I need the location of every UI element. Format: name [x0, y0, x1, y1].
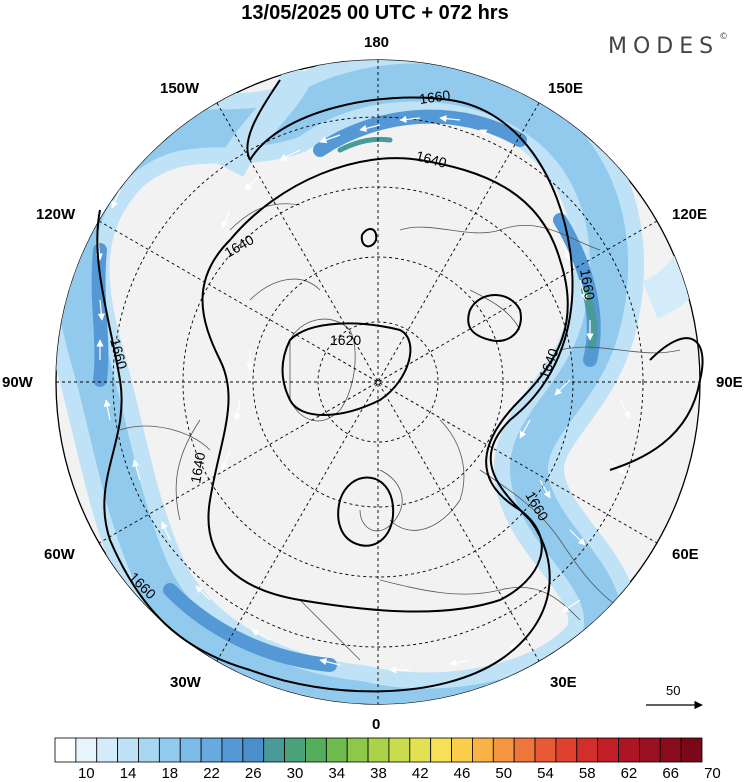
lon-label-right: 90E — [716, 374, 743, 391]
colorbar-swatch — [200, 737, 223, 763]
colorbar-swatch — [451, 737, 473, 763]
contour-label: 1640 — [414, 147, 448, 171]
colorbar-tick-label: 10 — [77, 765, 95, 782]
lon-label-150w: 150W — [160, 80, 200, 97]
colorbar-tick-label: 22 — [203, 765, 220, 782]
lon-label-top: 180 — [364, 34, 390, 51]
colorbar-tick-label: 58 — [578, 765, 596, 782]
contour-label: 1660 — [418, 87, 451, 107]
colorbar-swatch — [263, 737, 285, 763]
colorbar-swatch — [138, 737, 160, 763]
colorbar-tick-label: 50 — [495, 765, 513, 782]
colorbar-swatch — [346, 737, 369, 763]
colorbar-swatch — [492, 737, 515, 763]
colorbar-swatch — [179, 737, 202, 763]
colorbar-tick-label: 38 — [370, 765, 387, 782]
brand-text: MODES — [608, 34, 720, 59]
colorbar-tick-label: 42 — [411, 765, 429, 782]
contour-1660-outer — [96, 96, 574, 693]
contour-low-bering — [360, 228, 378, 248]
lon-label-150e: 150E — [548, 80, 584, 97]
lon-label-30e: 30E — [550, 674, 577, 691]
lon-label-left: 90W — [2, 374, 33, 391]
lon-label-120e: 120E — [672, 206, 708, 223]
colorbar-swatch — [472, 737, 494, 763]
map-title: 13/05/2025 00 UTC + 072 hrs — [241, 2, 509, 24]
colorbar-tick-label: 30 — [286, 765, 304, 782]
colorbar-swatch — [117, 737, 139, 763]
colorbar-swatch — [388, 737, 411, 763]
contour-label: 1660 — [577, 268, 598, 302]
colorbar-tick-label: 34 — [328, 765, 346, 782]
contour-low-atlantic — [337, 476, 395, 547]
contour-1660-nw — [246, 79, 281, 161]
colorbar-swatch — [534, 737, 557, 763]
colorbar-tick-label: 46 — [453, 765, 471, 782]
vector-scale-label: 50 — [666, 683, 681, 698]
lon-label-120w: 120W — [36, 206, 76, 223]
colorbar-tick-label: 70 — [704, 765, 721, 782]
lon-label-60w: 60W — [44, 546, 75, 563]
lon-label-bottom: 0 — [372, 716, 381, 733]
colorbar-swatch — [75, 737, 98, 763]
colorbar-swatch — [430, 737, 452, 763]
colorbar-tick-label: 26 — [244, 765, 262, 782]
colorbar-tick-label: 18 — [161, 765, 179, 782]
colorbar-swatch — [618, 737, 640, 763]
contour-label: 1660 — [107, 337, 131, 371]
height-contours — [96, 79, 704, 693]
brand-mark: © — [719, 32, 729, 42]
lon-label-60e: 60E — [672, 546, 699, 563]
contour-low-ne — [467, 294, 522, 342]
graticule — [56, 60, 700, 704]
colorbar-swatch — [597, 737, 619, 763]
colorbar-swatch — [242, 737, 265, 763]
contour-label: 1640 — [187, 451, 208, 485]
brand-logo: MODES© — [608, 32, 729, 59]
contour-east — [609, 337, 704, 471]
colorbar-swatch — [367, 737, 390, 763]
colorbar-swatch — [96, 737, 119, 763]
colorbar-swatch — [305, 737, 327, 763]
colorbar — [54, 737, 703, 763]
contour-1640-main — [201, 157, 569, 613]
colorbar-swatch — [284, 737, 306, 763]
colorbar-tick-label: 54 — [537, 765, 554, 782]
colorbar-swatch — [409, 737, 432, 763]
colorbar-swatch — [680, 737, 703, 763]
colorbar-tick-label: 62 — [620, 765, 638, 782]
lon-label-30w: 30W — [170, 674, 201, 691]
colorbar-swatch — [158, 737, 181, 763]
colorbar-swatch — [638, 737, 661, 763]
wind-vectors — [95, 115, 631, 674]
colorbar-swatch — [576, 737, 599, 763]
colorbar-swatch — [659, 737, 682, 763]
colorbar-swatch — [325, 737, 348, 763]
colorbar-tick-label: 14 — [119, 765, 137, 782]
colorbar-swatch — [54, 737, 77, 763]
colorbar-swatch — [513, 737, 536, 763]
contour-1620 — [281, 322, 412, 416]
colorbar-swatch — [555, 737, 578, 763]
coastlines — [119, 203, 681, 661]
colorbar-swatch — [221, 737, 244, 763]
contour-label: 1620 — [330, 332, 361, 348]
colorbar-tick-label: 66 — [662, 765, 680, 782]
